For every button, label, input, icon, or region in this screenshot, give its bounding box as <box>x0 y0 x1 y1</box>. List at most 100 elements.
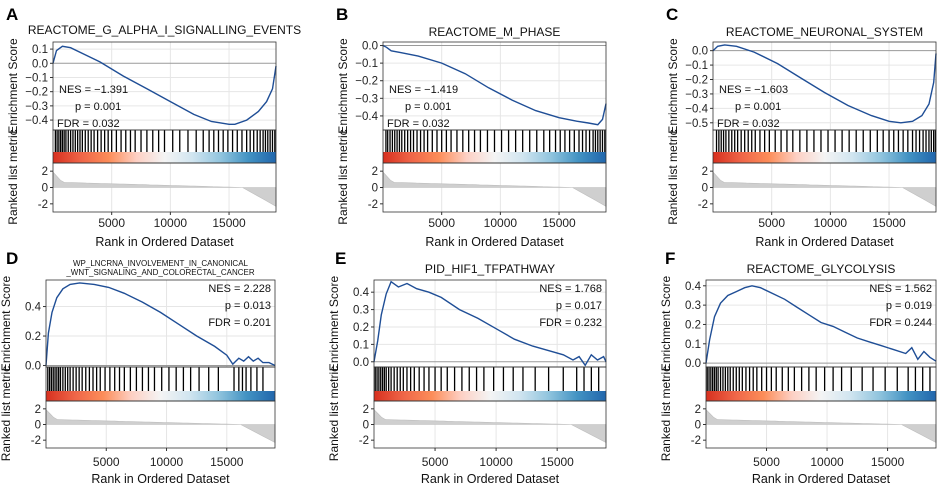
es-ytick-label: 0.2 <box>685 319 701 331</box>
es-ytick-label: 0.0 <box>353 357 369 369</box>
rm-ytick-label: 2 <box>35 404 41 416</box>
nes-text: NES = −1.391 <box>59 84 128 96</box>
es-curve <box>705 285 937 364</box>
pvalue-text: p = 0.001 <box>735 101 781 113</box>
xtick-label: 15000 <box>871 455 905 469</box>
es-ytick-label: −0.4 <box>25 115 48 127</box>
es-y-axis-label: Enrichment Score <box>659 275 673 371</box>
es-ytick-label: −0.1 <box>355 58 378 70</box>
ranked-metric-area <box>52 171 277 207</box>
pvalue-text: p = 0.001 <box>405 101 451 113</box>
panel-title: REACTOME_G_ALPHA_I_SIGNALLING_EVENTS <box>28 23 301 37</box>
rm-ytick-label: 0 <box>42 183 48 195</box>
xtick-label: 5000 <box>753 455 780 469</box>
es-plot-area <box>706 280 936 367</box>
xtick-label: 15000 <box>212 216 246 230</box>
es-ytick-label: 0.0 <box>25 361 41 373</box>
es-ytick-label: 0.1 <box>685 339 701 351</box>
es-ytick-label: 0.0 <box>362 41 378 53</box>
es-y-axis-label: Enrichment Score <box>327 275 341 371</box>
x-axis-label: Rank in Ordered Dataset <box>755 235 894 249</box>
panel-b: B REACTOME_M_PHASE 0.0 −0.1 −0.2 −0.3 −0.4 NES … <box>336 5 607 249</box>
rm-frame <box>52 162 277 213</box>
es-curve <box>45 282 276 367</box>
rm-y-axis-label: Ranked list metric <box>659 366 673 461</box>
pvalue-text: p = 0.017 <box>556 300 602 312</box>
panel-title: PID_HIF1_TFPATHWAY <box>425 262 555 276</box>
x-axis-label: Rank in Ordered Dataset <box>95 235 234 249</box>
panel-title-line: _WNT_SIGNALING_AND_COLORECTAL_CANCER <box>65 268 255 277</box>
rm-ytick-label: 2 <box>372 166 378 178</box>
x-axis-label: Rank in Ordered Dataset <box>425 235 564 249</box>
pvalue-text: p = 0.013 <box>225 300 271 312</box>
xtick-label: 5000 <box>98 216 125 230</box>
es-curve <box>712 44 937 124</box>
rm-y-axis-label: Ranked list metric <box>666 129 680 224</box>
fdr-text: FDR = 0.244 <box>869 317 932 329</box>
panel-a: A REACTOME_G_ALPHA_I_SIGNALLING_EVENTS 0.1… <box>6 5 301 249</box>
rm-y-axis-label: Ranked list metric <box>327 366 341 461</box>
es-ytick-label: 0.0 <box>32 58 48 70</box>
es-ytick-label: 0.1 <box>353 339 369 351</box>
es-y-axis-label: Enrichment Score <box>336 38 350 134</box>
x-axis-label: Rank in Ordered Dataset <box>752 472 891 486</box>
rm-y-axis-label: Ranked list metric <box>0 366 13 461</box>
xtick-label: 10000 <box>150 455 184 469</box>
rm-ytick-label: 0 <box>363 420 369 432</box>
es-ytick-label: 0.1 <box>32 44 48 56</box>
rank-color-bar <box>46 391 275 401</box>
es-y-axis-label: Enrichment Score <box>0 275 13 371</box>
rm-y-axis-label: Ranked list metric <box>336 129 350 224</box>
es-ytick-label: −0.4 <box>355 111 378 123</box>
es-ytick-label: 0.2 <box>353 322 369 334</box>
rm-ytick-label: -2 <box>359 435 369 447</box>
es-plot-area <box>374 280 606 367</box>
es-ytick-label: −0.2 <box>25 87 48 99</box>
fdr-text: FDR = 0.032 <box>717 118 780 130</box>
es-ytick-label: −0.2 <box>685 75 708 87</box>
es-curve <box>52 45 277 125</box>
rm-ytick-label: -2 <box>38 199 48 211</box>
xtick-label: 15000 <box>540 455 574 469</box>
xtick-label: 10000 <box>154 216 188 230</box>
nes-text: NES = 1.562 <box>869 283 932 295</box>
panel-letter: D <box>6 249 18 268</box>
rm-ytick-label: -2 <box>698 199 708 211</box>
rm-ytick-label: 0 <box>35 420 41 432</box>
es-ytick-label: −0.3 <box>355 93 378 105</box>
rm-y-axis-label: Ranked list metric <box>6 129 20 224</box>
es-ytick-label: −0.2 <box>355 76 378 88</box>
panel-title: REACTOME_NEURONAL_SYSTEM <box>726 25 923 39</box>
panel-title: REACTOME_M_PHASE <box>429 25 561 39</box>
rm-frame <box>712 162 937 213</box>
rank-color-bar <box>374 391 606 401</box>
pvalue-text: p = 0.019 <box>886 300 932 312</box>
rm-ytick-label: 2 <box>695 404 701 416</box>
nes-text: NES = 2.228 <box>208 283 271 295</box>
xtick-label: 15000 <box>872 216 906 230</box>
rm-ytick-label: -2 <box>368 199 378 211</box>
xtick-label: 5000 <box>93 455 120 469</box>
es-ytick-label: 0.2 <box>25 331 41 343</box>
ranked-metric-area <box>382 171 607 207</box>
fdr-text: FDR = 0.232 <box>539 317 602 329</box>
es-ytick-label: 0.0 <box>685 358 701 370</box>
panel-letter: A <box>6 5 18 24</box>
es-plot-area <box>46 280 275 367</box>
nes-text: NES = 1.768 <box>539 283 602 295</box>
rm-ytick-label: 2 <box>363 404 369 416</box>
panel-f: F REACTOME_GLYCOLYSIS 0.4 0.3 0.2 0.1 0.0 NES =… <box>659 249 937 486</box>
rank-color-bar <box>713 152 936 163</box>
es-ytick-label: −0.4 <box>685 103 708 115</box>
panel-letter: B <box>336 5 348 24</box>
x-axis-label: Rank in Ordered Dataset <box>421 472 560 486</box>
es-ytick-label: −0.1 <box>685 60 708 72</box>
es-ytick-label: 0.3 <box>685 300 701 312</box>
xtick-label: 5000 <box>758 216 785 230</box>
xtick-label: 15000 <box>542 216 576 230</box>
rm-frame <box>373 400 607 449</box>
rm-ytick-label: 0 <box>372 183 378 195</box>
rank-color-bar <box>383 152 606 163</box>
